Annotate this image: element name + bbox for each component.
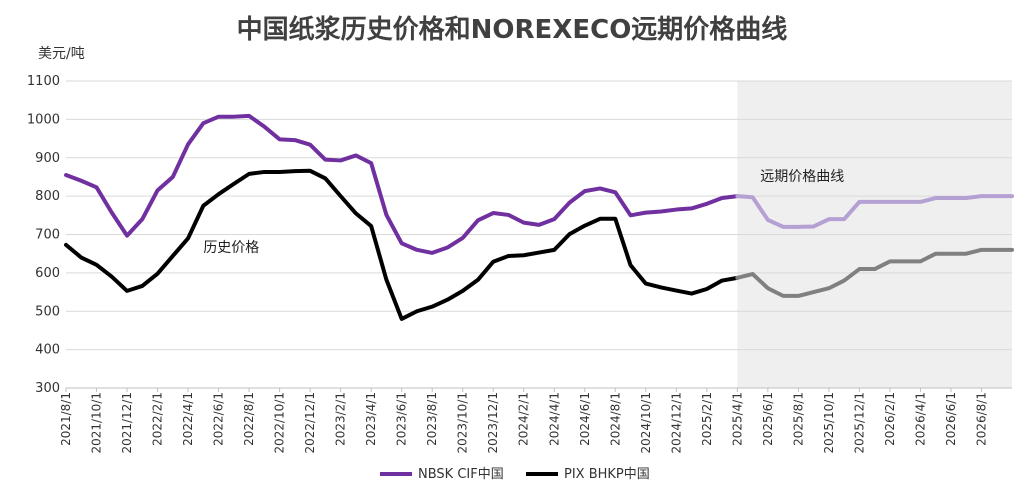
y-tick-label: 400 — [35, 343, 60, 358]
x-tick-label: 2024/4/1 — [547, 392, 561, 446]
x-tick-label: 2025/2/1 — [700, 392, 714, 446]
series-line-nbsk-history — [64, 113, 740, 255]
y-axis-ticks: 300 400 500 600 700 800 900 1000 1100 — [27, 74, 60, 396]
x-tick-label: 2021/10/1 — [90, 392, 104, 454]
gridlines — [66, 80, 1012, 351]
y-tick-label: 700 — [35, 228, 60, 243]
x-tick-label: 2024/10/1 — [639, 392, 653, 454]
y-tick-label: 500 — [35, 304, 60, 319]
x-tick-label: 2026/8/1 — [974, 392, 988, 446]
x-tick-label: 2023/12/1 — [486, 392, 500, 454]
x-tick-label: 2022/4/1 — [181, 392, 195, 446]
x-tick-label: 2026/2/1 — [883, 392, 897, 446]
series-line-pix-forward — [735, 247, 1014, 298]
x-tick-label: 2022/12/1 — [303, 392, 317, 454]
y-tick-label: 900 — [35, 151, 60, 166]
x-tick-label: 2023/8/1 — [425, 392, 439, 446]
forward-curve-label: 远期价格曲线 — [760, 169, 844, 185]
legend-label-nbsk: NBSK CIF中国 — [418, 467, 504, 482]
series-lines — [64, 113, 1014, 321]
x-tick-label: 2023/2/1 — [334, 392, 348, 446]
x-axis-ticks: 2021/8/1 2021/10/1 2021/12/1 2022/2/1 2022/4… — [59, 388, 988, 454]
x-tick-label: 2023/6/1 — [395, 392, 409, 446]
x-tick-label: 2022/10/1 — [273, 392, 287, 454]
x-tick-label: 2025/4/1 — [730, 392, 744, 446]
x-tick-label: 2024/6/1 — [578, 392, 592, 446]
x-tick-label: 2025/6/1 — [761, 392, 775, 446]
x-tick-label: 2022/6/1 — [212, 392, 226, 446]
x-tick-label: 2021/8/1 — [59, 392, 73, 446]
x-tick-label: 2022/8/1 — [242, 392, 256, 446]
y-unit-label: 美元/吨 — [38, 46, 85, 62]
x-tick-label: 2024/12/1 — [669, 392, 683, 454]
series-line-pix-history — [64, 168, 740, 321]
x-tick-label: 2021/12/1 — [120, 392, 134, 454]
series-line-nbsk-forward — [735, 194, 1014, 229]
y-tick-label: 1100 — [27, 74, 60, 89]
x-tick-label: 2025/10/1 — [822, 392, 836, 454]
y-tick-label: 600 — [35, 266, 60, 281]
history-label: 历史价格 — [203, 240, 259, 256]
y-tick-label: 300 — [35, 381, 60, 396]
legend-label-pix: PIX BHKP中国 — [564, 467, 650, 482]
chart-title: 中国纸浆历史价格和NOREXECO远期价格曲线 — [237, 14, 788, 45]
x-tick-label: 2026/4/1 — [913, 392, 927, 446]
x-tick-label: 2024/8/1 — [608, 392, 622, 446]
x-tick-label: 2023/10/1 — [456, 392, 470, 454]
x-tick-label: 2022/2/1 — [151, 392, 165, 446]
x-tick-label: 2026/6/1 — [944, 392, 958, 446]
x-tick-label: 2024/2/1 — [517, 392, 531, 446]
x-tick-label: 2025/12/1 — [852, 392, 866, 454]
y-tick-label: 1000 — [27, 112, 60, 127]
x-tick-label: 2023/4/1 — [364, 392, 378, 446]
legend: NBSK CIF中国 PIX BHKP中国 — [380, 467, 650, 482]
x-tick-label: 2025/8/1 — [791, 392, 805, 446]
y-tick-label: 800 — [35, 189, 60, 204]
